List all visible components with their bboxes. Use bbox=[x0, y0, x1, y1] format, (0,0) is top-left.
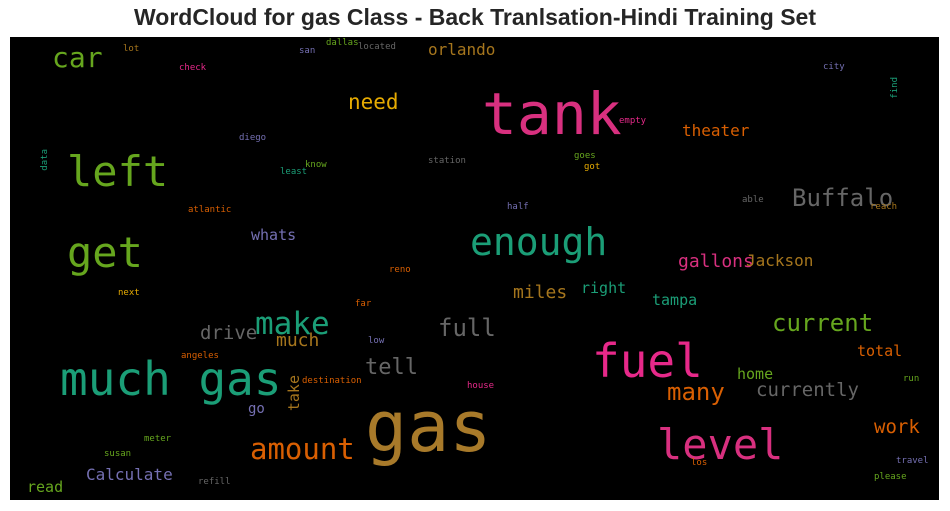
word-amount: amount bbox=[250, 432, 355, 466]
word-theater: theater bbox=[682, 121, 750, 140]
word-refill: refill bbox=[198, 477, 231, 487]
word-need: need bbox=[348, 90, 399, 114]
word-susan: susan bbox=[104, 449, 132, 459]
word-located: located bbox=[358, 42, 396, 52]
word-miles: miles bbox=[513, 282, 568, 303]
word-reno: reno bbox=[389, 265, 411, 275]
word-city: city bbox=[823, 62, 845, 72]
word-tampa: tampa bbox=[652, 291, 698, 309]
word-dallas: dallas bbox=[326, 38, 359, 48]
word-please: please bbox=[874, 472, 907, 482]
word-meter: meter bbox=[144, 434, 172, 444]
word-data: data bbox=[40, 149, 50, 171]
word-home: home bbox=[737, 365, 774, 383]
word-san: san bbox=[299, 46, 316, 56]
word-tell: tell bbox=[365, 355, 418, 380]
word-next: next bbox=[118, 288, 140, 298]
word-find: find bbox=[890, 77, 900, 99]
word-total: total bbox=[857, 342, 903, 360]
word-run: run bbox=[903, 374, 920, 384]
word-drive: drive bbox=[200, 322, 258, 344]
word-make: make bbox=[255, 306, 330, 342]
word-empty: empty bbox=[619, 116, 647, 126]
word-whats: whats bbox=[251, 226, 297, 244]
word-gallons: gallons bbox=[678, 251, 754, 272]
word-left: left bbox=[67, 147, 169, 196]
word-car: car bbox=[52, 41, 103, 74]
word-got: got bbox=[584, 162, 601, 172]
word-right: right bbox=[581, 279, 627, 297]
word-lot: lot bbox=[123, 44, 140, 54]
word-buffalo: Buffalo bbox=[792, 184, 894, 212]
word-take: take bbox=[285, 375, 303, 412]
word-angeles: angeles bbox=[181, 351, 219, 361]
word-read: read bbox=[27, 478, 64, 496]
word-fuel: fuel bbox=[592, 334, 703, 388]
word-station: station bbox=[428, 156, 466, 166]
word-tank: tank bbox=[482, 80, 622, 148]
word-orlando: orlando bbox=[428, 40, 496, 59]
word-get: get bbox=[67, 228, 143, 277]
word-work: work bbox=[874, 416, 920, 438]
word-level: level bbox=[657, 420, 784, 469]
word-least: least bbox=[280, 167, 308, 177]
word-much: much bbox=[276, 330, 320, 351]
word-far: far bbox=[355, 299, 372, 309]
word-enough: enough bbox=[470, 220, 608, 264]
word-currently: currently bbox=[756, 379, 859, 401]
word-able: able bbox=[742, 195, 764, 205]
word-check: check bbox=[179, 63, 207, 73]
word-low: low bbox=[368, 336, 385, 346]
word-gas: gas bbox=[365, 386, 492, 468]
word-current: current bbox=[772, 309, 874, 337]
word-house: house bbox=[467, 381, 495, 391]
word-jackson: Jackson bbox=[746, 251, 814, 270]
chart-title: WordCloud for gas Class - Back Tranlsati… bbox=[133, 4, 816, 30]
word-los: los bbox=[691, 458, 708, 468]
word-reach: reach bbox=[870, 202, 898, 212]
word-full: full bbox=[438, 314, 496, 342]
word-diego: diego bbox=[239, 133, 267, 143]
wordcloud-canvas: gas tank much gas fuel left get level enough mak… bbox=[10, 37, 939, 500]
word-atlantic: atlantic bbox=[188, 205, 232, 215]
word-much-gas: much gas bbox=[60, 352, 282, 406]
word-many: many bbox=[667, 378, 725, 406]
word-goes: goes bbox=[574, 151, 596, 161]
word-destination: destination bbox=[302, 376, 362, 386]
word-calculate: Calculate bbox=[86, 465, 173, 484]
word-half: half bbox=[507, 202, 529, 212]
word-know: know bbox=[305, 160, 327, 170]
word-travel: travel bbox=[896, 456, 929, 466]
word-go: go bbox=[248, 401, 265, 417]
